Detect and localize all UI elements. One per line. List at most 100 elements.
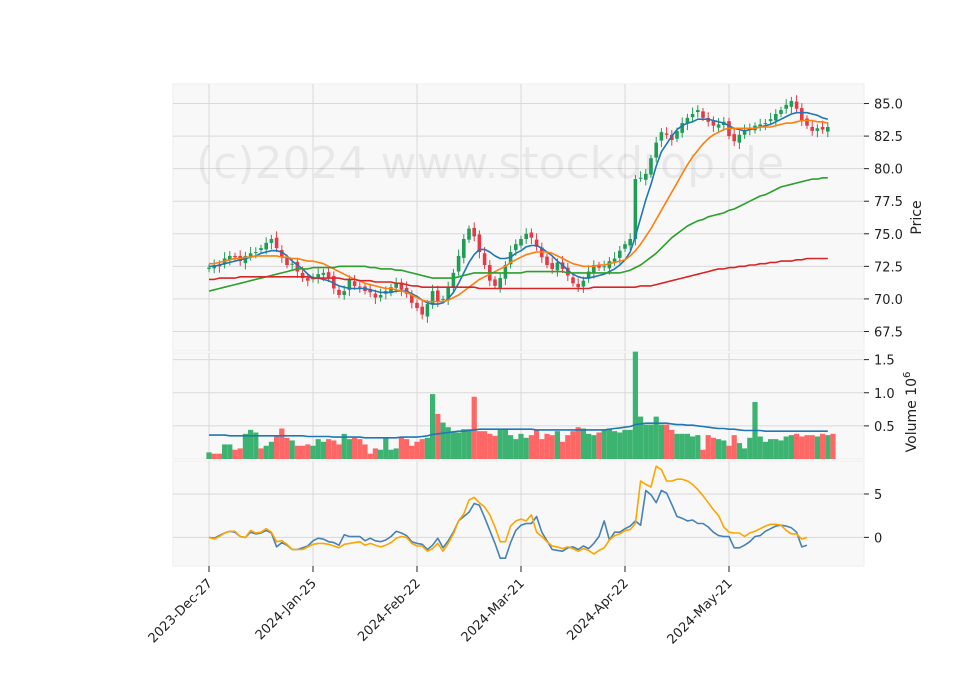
volume-bar (705, 435, 711, 459)
volume-bar (518, 433, 524, 459)
volume-bar (565, 435, 571, 459)
volume-bar (300, 445, 306, 459)
candle-body (358, 286, 362, 288)
indicator-ytick-label: 5 (874, 488, 882, 503)
volume-bar (617, 432, 623, 459)
candle-body (571, 277, 575, 284)
volume-bar (809, 435, 815, 459)
candle-body (399, 282, 404, 290)
volume-ytick-label: 1.0 (874, 387, 895, 402)
candle-body (306, 278, 310, 281)
volume-ytick-label: 1.5 (874, 354, 895, 369)
candle-body (280, 250, 284, 258)
volume-bar (274, 436, 280, 459)
volume-bar (523, 437, 529, 459)
candle-body (638, 177, 643, 179)
volume-bar (736, 443, 742, 459)
candle-body (742, 130, 747, 135)
volume-bar (508, 435, 514, 459)
candle-body (784, 104, 788, 109)
candle-body (628, 238, 632, 246)
price-ytick-label: 70.0 (874, 293, 903, 308)
volume-bar (398, 437, 404, 459)
volume-bar (612, 431, 618, 459)
candle-body (768, 119, 773, 122)
candle-body (436, 290, 440, 302)
candle-body (477, 234, 482, 253)
volume-bar (580, 428, 586, 459)
candle-body (420, 306, 424, 315)
volume-bar (799, 436, 805, 459)
volume-bar (794, 433, 800, 459)
ma-line-ma4 (209, 257, 828, 290)
price-ytick-label: 75.0 (874, 228, 903, 243)
candle-body (482, 253, 487, 266)
x-tick-label: 2024-Apr-22 (564, 576, 631, 643)
candle-body (243, 255, 248, 264)
volume-bar (310, 445, 316, 459)
candle-body (659, 132, 664, 141)
volume-bar (383, 437, 389, 459)
volume-bar (430, 394, 436, 459)
volume-bar (419, 439, 425, 459)
candle-body (264, 242, 268, 250)
volume-bar (253, 432, 259, 459)
volume-bar (331, 440, 337, 459)
candle-body (368, 289, 372, 293)
volume-bar (336, 444, 342, 459)
candle-body (332, 276, 336, 289)
volume-bar (414, 441, 420, 459)
volume-bar (476, 431, 482, 459)
volume-bar (648, 424, 654, 459)
ma-line-ma2 (209, 119, 828, 303)
volume-bar (627, 429, 633, 459)
candle-body (394, 283, 398, 288)
candle-body (269, 238, 274, 243)
volume-bar (591, 435, 597, 459)
volume-bar (757, 436, 763, 459)
volume-bar (554, 431, 560, 459)
candle-body (493, 279, 497, 286)
candle-body (607, 261, 612, 269)
volume-bar (695, 435, 701, 459)
volume-bar (788, 435, 794, 459)
indicator-panel: 05 (172, 460, 882, 567)
volume-bar (643, 424, 649, 459)
indicator-background (172, 460, 865, 567)
candle-body (410, 294, 414, 303)
candle-body (529, 232, 534, 238)
indicator-ytick-label: 0 (874, 531, 882, 546)
price-ytick-label: 85.0 (874, 98, 903, 113)
volume-bar (450, 432, 456, 459)
candle-body (326, 272, 331, 279)
volume-bar (346, 439, 352, 459)
volume-bar (305, 444, 311, 459)
volume-bar (258, 448, 264, 459)
candle-body (763, 123, 768, 125)
candle-body (592, 265, 596, 273)
candle-body (789, 100, 794, 107)
candle-body (352, 281, 357, 286)
volume-bar (674, 433, 680, 459)
volume-bar (684, 433, 690, 459)
candle-body (337, 289, 341, 295)
volume-bar (284, 437, 290, 459)
volume-panel: 0.5 1.0 1.5 Volume 106 (172, 351, 920, 460)
volume-bar (357, 439, 363, 459)
candle-body (342, 291, 346, 295)
candle-body (774, 113, 778, 121)
volume-bar (534, 429, 540, 459)
candle-body (316, 274, 320, 279)
ma-line-ma3 (208, 177, 828, 292)
candle-body (248, 253, 253, 257)
volume-bar (424, 437, 430, 459)
x-axis: 2023-Dec-27 2024-Jan-25 2024-Feb-22 2024-Ma… (146, 566, 736, 647)
volume-bar (549, 435, 555, 459)
volume-bar (586, 433, 592, 459)
volume-bar (326, 439, 332, 459)
volume-bar (242, 433, 248, 459)
indicator-line-slow (208, 465, 808, 555)
volume-bar (315, 439, 321, 459)
volume-bar (721, 440, 727, 459)
volume-bar (482, 431, 488, 459)
